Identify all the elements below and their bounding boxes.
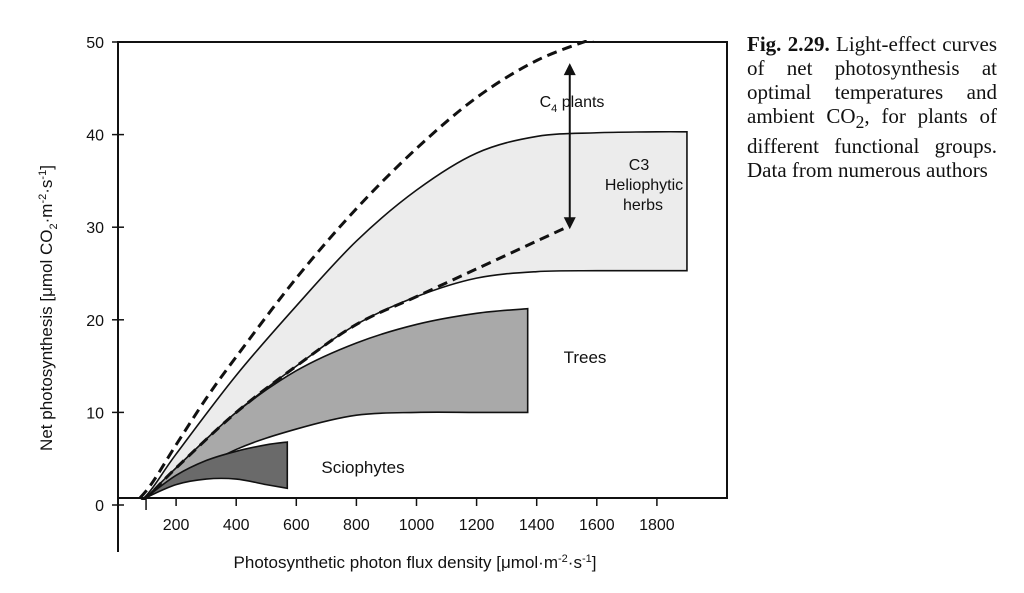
- c3-label-line1: C3: [629, 157, 650, 174]
- x-tick-label: 400: [223, 517, 250, 534]
- caption-text-2: , for plants of different functional gro…: [747, 104, 997, 183]
- c3-label-line3: herbs: [623, 197, 663, 214]
- y-tick-label: 30: [86, 220, 104, 237]
- caption-subscript: 2: [855, 112, 865, 133]
- figure-label: Fig. 2.29.: [747, 32, 830, 56]
- sciophytes-label: Sciophytes: [321, 458, 404, 477]
- line-c3-heliophytic-herbs-dashed-: [140, 225, 568, 500]
- x-tick-label: 600: [283, 517, 310, 534]
- x-tick-label: 1200: [459, 517, 495, 534]
- figure-caption: Fig. 2.29. Light-effect curves of net ph…: [747, 32, 997, 182]
- band-trees: [145, 307, 529, 499]
- x-tick-label: 1000: [399, 517, 435, 534]
- x-tick-label: 1400: [519, 517, 555, 534]
- y-ticks: 0 10 20 30 40 50: [86, 35, 124, 515]
- x-tick-label: 200: [163, 517, 190, 534]
- y-tick-label: 0: [95, 498, 104, 515]
- plot-frame: [117, 41, 728, 499]
- x-ticks: 200 400 600 800 1000 1200 1400 1600 1800: [145, 498, 675, 534]
- arrow-head-up: [563, 63, 576, 76]
- x-tick-label: 1600: [579, 517, 615, 534]
- caption-text-1: Light-effect curves of net photosynthesi…: [747, 32, 998, 128]
- arrow-head-down: [563, 217, 576, 230]
- y-axis-title: Net photosynthesis [μmol CO2·m-2·s-1]: [37, 165, 60, 451]
- c4-arrow: [563, 63, 576, 230]
- c3-label-line2: Heliophytic: [605, 177, 683, 194]
- chart: 200 400 600 800 1000 1200 1400 1600 1800 0 10 20 30…: [37, 35, 728, 572]
- y-tick-label: 40: [86, 128, 104, 145]
- band-sciophytes: [145, 441, 289, 499]
- x-axis-title: Photosynthetic photon flux density [μmol…: [234, 553, 597, 572]
- series-lines: [135, 40, 594, 500]
- y-tick-label: 10: [86, 405, 104, 422]
- x-tick-label: 800: [343, 517, 370, 534]
- line-c4-plants: [135, 40, 594, 500]
- y-tick-label: 50: [86, 35, 104, 52]
- trees-label: Trees: [564, 348, 607, 367]
- y-tick-label: 20: [86, 313, 104, 330]
- c4-label: C4 plants: [540, 94, 605, 115]
- x-tick-label: 1800: [639, 517, 675, 534]
